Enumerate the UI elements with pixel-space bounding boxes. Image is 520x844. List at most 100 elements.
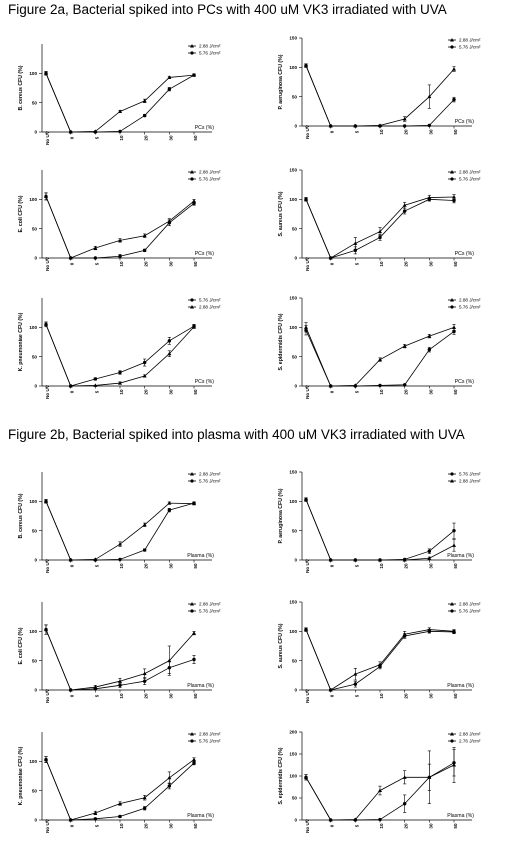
x-tick-label: 50	[453, 129, 458, 135]
x-tick-label: 50	[193, 389, 198, 395]
data-point	[427, 549, 432, 553]
y-tick-label: 50	[32, 788, 38, 793]
data-point	[402, 116, 407, 121]
x-tick-label: 0	[70, 390, 75, 393]
legend-label: 2.88 J/cm²	[459, 602, 481, 607]
data-point	[142, 806, 147, 810]
data-point	[427, 629, 432, 634]
data-point	[304, 497, 308, 502]
x-tick-label: 30	[428, 129, 433, 135]
x-tick-label: 5	[94, 390, 99, 393]
data-point	[44, 194, 48, 199]
x-tick-label: No UV	[45, 818, 50, 833]
y-axis-label: K. pneumoniae CFU (%)	[18, 312, 24, 371]
x-tick-label: 5	[354, 262, 359, 265]
y-tick-label: 0	[34, 256, 37, 261]
x-tick-label: 30	[168, 261, 173, 267]
x-tick-label: 0	[70, 694, 75, 697]
x-tick-label: 0	[70, 564, 75, 567]
y-axis-label: B. cereus CFU (%)	[18, 493, 24, 538]
x-axis-label: PCs (%)	[195, 379, 215, 385]
y-tick-label: 50	[32, 528, 38, 533]
x-tick-label: 0	[330, 824, 335, 827]
data-point	[427, 94, 432, 99]
x-axis-label: PCs (%)	[455, 119, 475, 125]
y-tick-label: 150	[289, 752, 297, 757]
legend-marker	[450, 609, 454, 613]
legend-label: 2.76 J/cm²	[459, 739, 481, 744]
y-tick-label: 0	[294, 688, 297, 693]
legend-label: 5.76 J/cm²	[199, 739, 221, 744]
data-point	[118, 683, 122, 688]
data-point	[167, 508, 172, 512]
data-point	[452, 528, 456, 533]
series-0	[304, 747, 456, 822]
data-point	[304, 775, 308, 780]
x-tick-label: 0	[70, 824, 75, 827]
series-0	[304, 63, 456, 128]
x-axis-label: Plasma (%)	[447, 813, 474, 819]
y-axis-label: E. coli CFU (%)	[18, 627, 24, 664]
data-point	[118, 238, 122, 242]
series-1	[44, 756, 196, 822]
legend-marker	[450, 45, 454, 49]
data-point	[142, 795, 147, 800]
y-tick-label: 100	[29, 629, 37, 634]
data-point	[378, 788, 382, 793]
x-tick-label: 5	[354, 390, 359, 393]
x-tick-label: 10	[119, 563, 124, 569]
series-1	[44, 321, 196, 388]
legend-label: 5.76 J/cm²	[459, 609, 481, 614]
data-point	[44, 322, 48, 326]
data-point	[192, 201, 196, 206]
x-axis-label: PCs (%)	[455, 379, 475, 385]
data-point	[142, 360, 147, 365]
legend-label: 5.76 J/cm²	[459, 305, 481, 310]
data-point	[118, 542, 122, 546]
data-point	[378, 817, 382, 822]
legend-marker	[450, 472, 454, 476]
y-tick-label: 0	[294, 818, 297, 823]
data-point	[427, 775, 432, 780]
chart-a2-p-aeruginosa-pcs: 0 50 100 150 No UV 0 5 10 20 30 50 P. aeruginosa CF…	[278, 36, 481, 139]
data-point	[44, 757, 48, 762]
data-point	[304, 328, 308, 332]
x-tick-label: 30	[168, 563, 173, 569]
data-point	[167, 784, 172, 788]
data-point	[378, 664, 382, 669]
y-tick-label: 50	[32, 658, 38, 663]
data-point	[118, 814, 122, 819]
x-tick-label: 10	[119, 389, 124, 395]
data-point	[402, 209, 407, 213]
data-point	[118, 370, 122, 375]
x-tick-label: 5	[94, 694, 99, 697]
y-tick-label: 150	[289, 600, 297, 605]
chart-a6-s-epidermidis-pcs: 0 50 100 150 No UV 0 5 10 20 30 50 S. epidermidis C…	[278, 296, 481, 399]
series-line	[45, 501, 195, 561]
x-tick-label: No UV	[45, 130, 50, 145]
x-axis-label: Plasma (%)	[187, 553, 214, 559]
x-tick-label: 20	[404, 693, 409, 699]
data-point	[167, 87, 172, 91]
series-line	[305, 65, 455, 127]
data-point	[167, 351, 172, 356]
data-point	[93, 246, 98, 250]
legend-label: 5.76 J/cm²	[199, 51, 221, 56]
y-axis-label: K. pneumoniae CFU (%)	[18, 746, 24, 805]
x-tick-label: 0	[70, 136, 75, 139]
series-line	[45, 73, 195, 133]
x-tick-label: No UV	[305, 558, 310, 573]
data-point	[68, 688, 73, 692]
y-tick-label: 50	[292, 658, 298, 663]
x-tick-label: 10	[119, 135, 124, 141]
series-line	[305, 499, 455, 561]
data-point	[304, 63, 308, 68]
data-point	[167, 666, 172, 670]
legend-label: 2.88 J/cm²	[459, 479, 481, 484]
data-point	[452, 543, 456, 547]
y-axis-label: S. aureus CFU (%)	[278, 623, 284, 668]
x-tick-label: 20	[144, 135, 149, 141]
x-tick-label: No UV	[45, 256, 50, 271]
x-tick-label: 10	[119, 693, 124, 699]
y-tick-label: 50	[292, 226, 298, 231]
